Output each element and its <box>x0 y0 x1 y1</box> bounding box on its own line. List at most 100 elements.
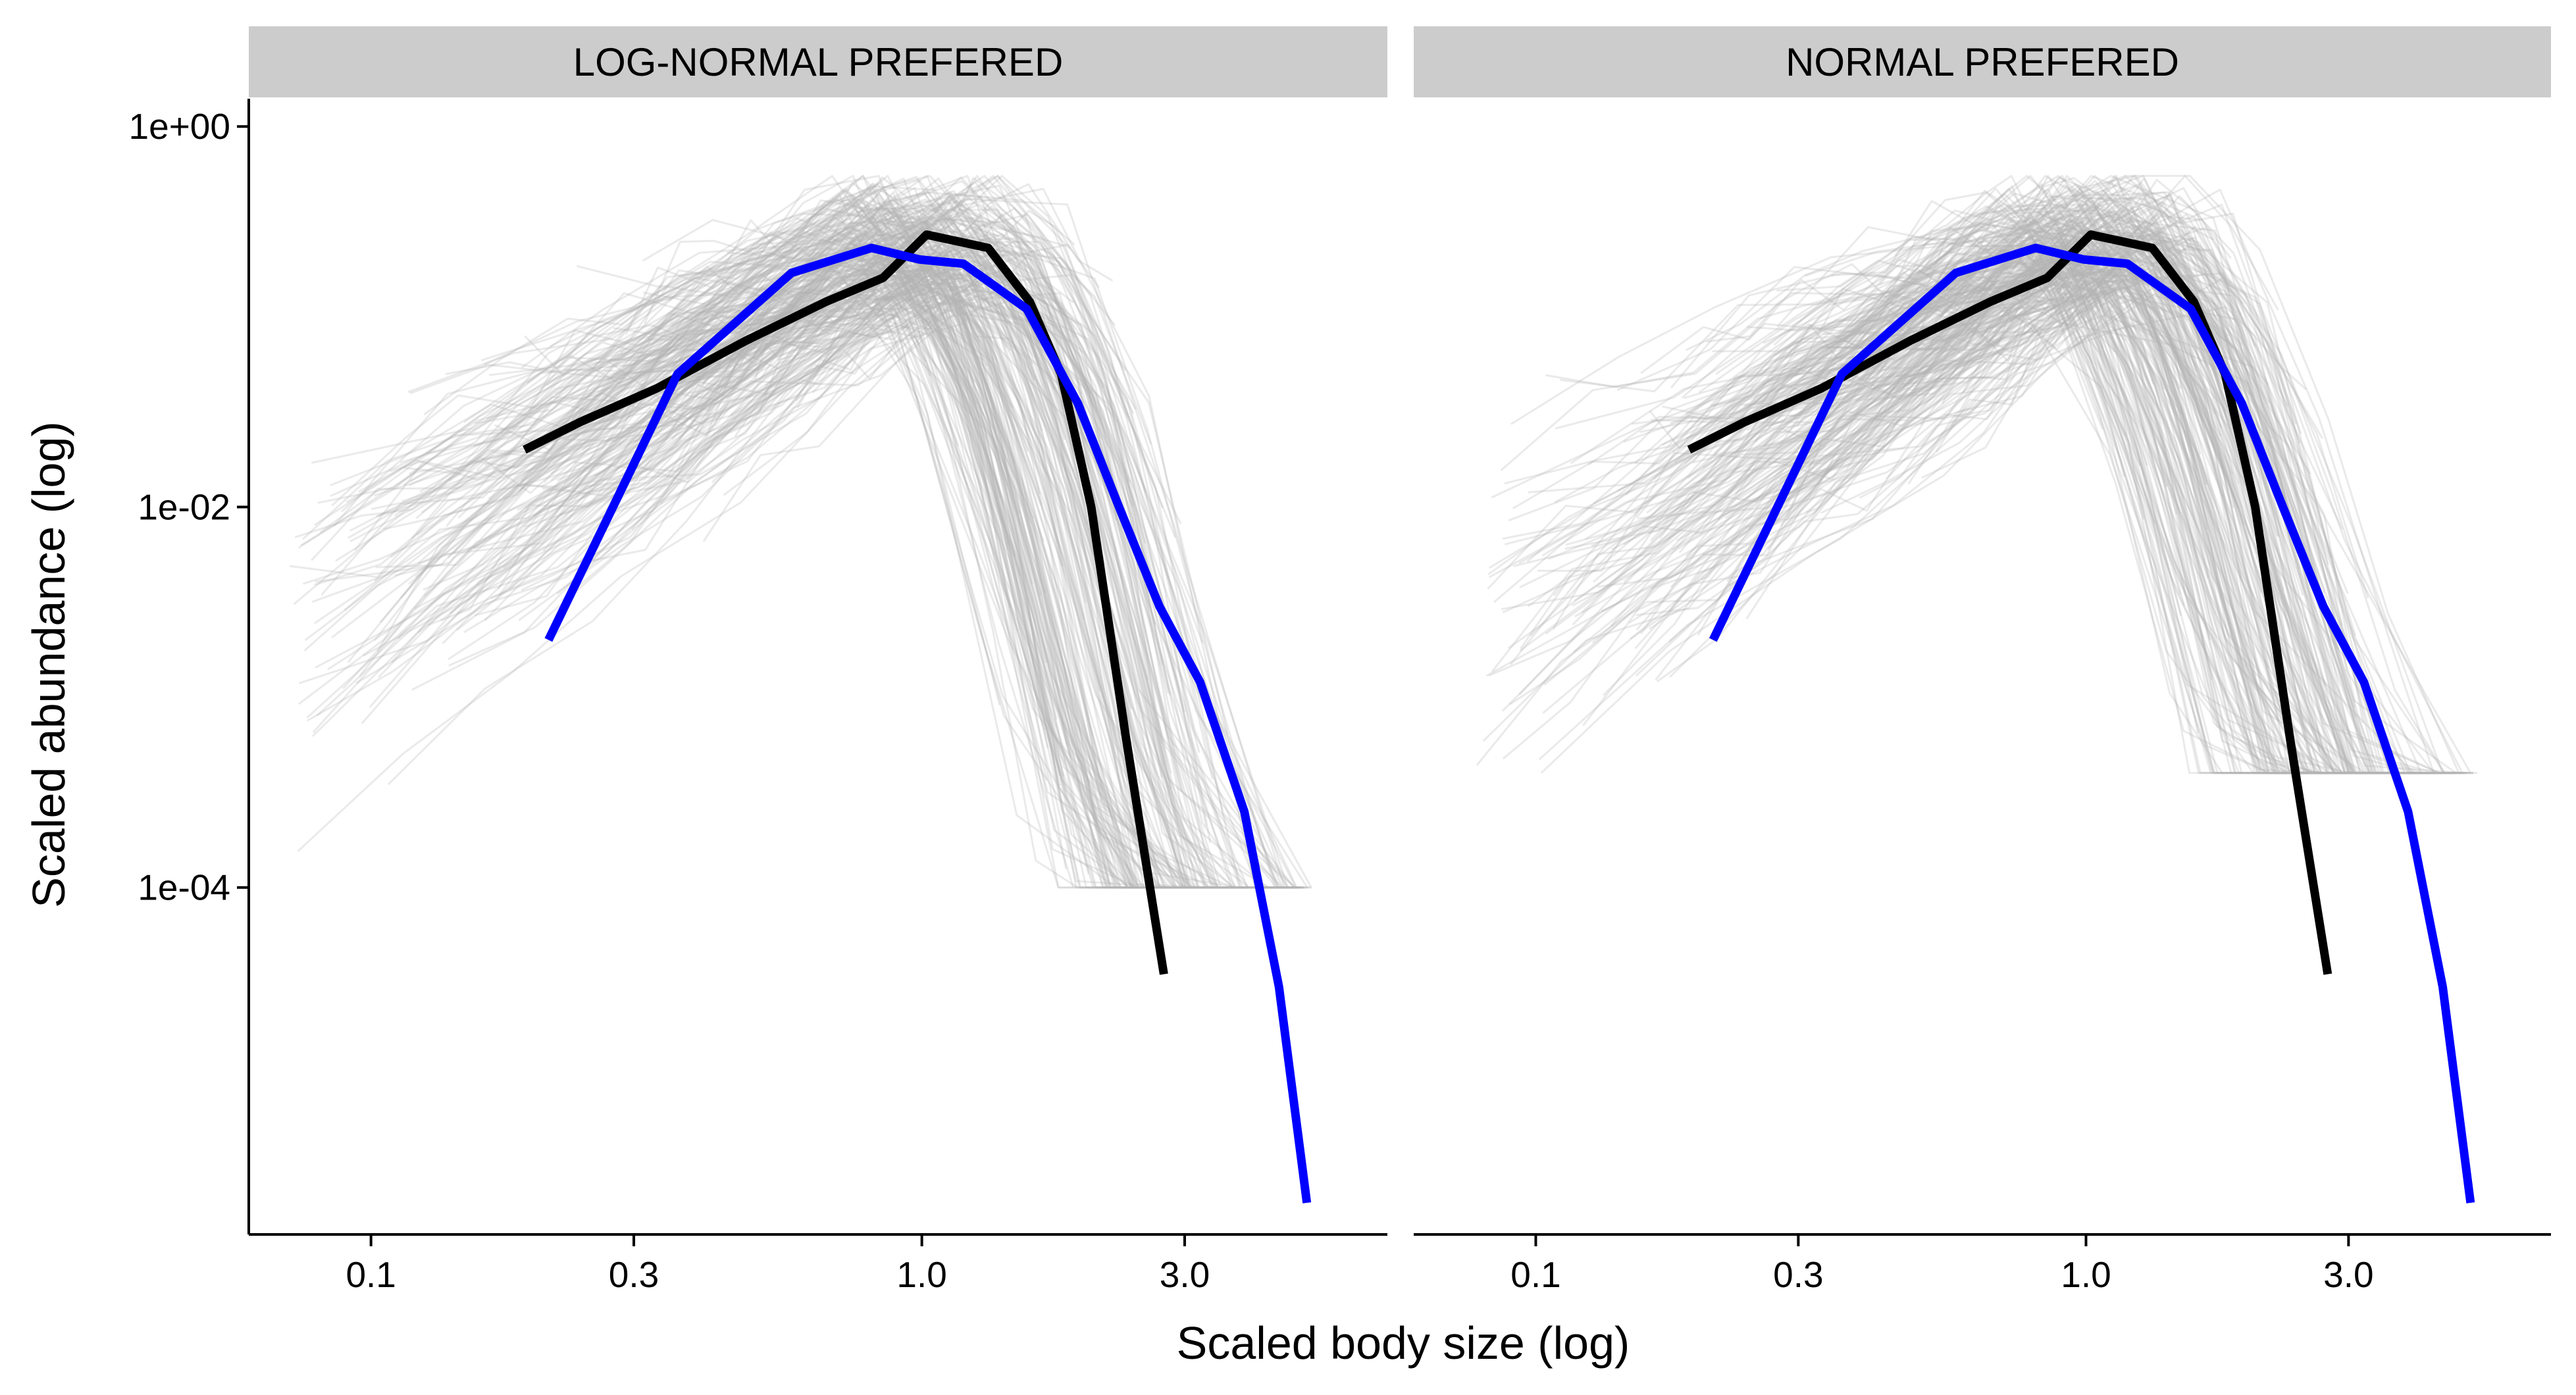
background-series-line <box>347 283 1210 889</box>
background-series-line <box>1736 271 2423 774</box>
background-series-line <box>1664 216 2130 517</box>
background-series-line <box>1715 209 2277 773</box>
background-series-line <box>699 195 1200 753</box>
background-series-line <box>571 208 1109 888</box>
background-series-line <box>1859 291 2379 774</box>
background-series-line <box>407 236 1303 889</box>
x-tick-label: 3.0 <box>2323 1254 2373 1295</box>
background-series-line <box>1631 279 2234 531</box>
background-series-line <box>628 230 1160 889</box>
background-series-line <box>533 257 1175 888</box>
background-series-line <box>1851 190 2350 774</box>
background-series-line <box>1509 246 2323 774</box>
background-series-line <box>1672 229 2297 774</box>
background-series-line <box>542 245 1181 889</box>
background-series-line <box>1811 266 2223 728</box>
background-series-line <box>713 236 1011 420</box>
background-series-line <box>411 256 1010 539</box>
background-series-line <box>823 235 1249 888</box>
background-series-line <box>1570 188 2463 774</box>
background-series-line <box>1649 272 2360 774</box>
background-series-line <box>647 215 1289 889</box>
background-series-line <box>1489 282 2337 774</box>
background-series-line <box>730 207 1130 419</box>
background-series-line <box>1755 243 2283 657</box>
background-series-line <box>1642 255 2179 534</box>
background-series-line <box>414 255 1260 889</box>
background-series-line <box>1630 215 2406 774</box>
background-series-line <box>301 260 1108 888</box>
background-series-line <box>541 263 1058 720</box>
background-series-line <box>1838 193 2178 515</box>
background-series-line <box>1858 223 2289 407</box>
background-series-line <box>313 265 1279 888</box>
x-tick-label: 1.0 <box>2061 1254 2111 1295</box>
background-series-line <box>1888 213 2401 774</box>
background-series-line <box>1564 207 2327 686</box>
background-series-line <box>588 209 1187 888</box>
background-series-line <box>442 301 1206 888</box>
background-series-line <box>1526 193 2304 596</box>
background-series-line <box>1635 324 2373 774</box>
background-series-line <box>1697 230 2440 774</box>
background-series-line <box>704 218 1212 889</box>
background-series-line <box>1582 266 2334 774</box>
background-series-line <box>423 222 1016 557</box>
background-series-line <box>1807 203 2308 774</box>
background-series-line <box>612 205 1290 889</box>
facet-strip-label: NORMAL PREFERED <box>1786 40 2179 84</box>
background-series-line <box>417 230 1212 889</box>
background-series-line <box>733 208 1041 495</box>
background-series-line <box>1573 274 2373 774</box>
background-series-line <box>335 268 1277 889</box>
background-series-line <box>659 232 1029 452</box>
background-series-line <box>344 219 1208 859</box>
background-series-line <box>1684 208 2252 731</box>
background-series-line <box>1880 228 2216 415</box>
background-series-line <box>371 230 1242 889</box>
background-series-line <box>456 188 1256 888</box>
background-series-line <box>297 290 1278 888</box>
background-series-line <box>427 278 984 626</box>
background-series-line <box>1678 203 2409 774</box>
background-series-line <box>1789 223 2369 599</box>
background-series-line <box>1879 184 2155 384</box>
background-series-line <box>1537 192 2211 640</box>
background-series-line <box>375 248 1301 889</box>
background-series-line <box>498 176 1268 888</box>
background-series-line <box>1907 240 2312 485</box>
background-series-line <box>1811 245 2213 680</box>
background-series-line <box>1653 197 2281 774</box>
background-series-line <box>1795 174 2208 377</box>
background-series-line <box>374 220 1126 582</box>
background-series-line <box>1968 278 2457 774</box>
background-series-line <box>1798 231 2250 463</box>
background-series-line <box>577 174 1075 888</box>
background-series-line <box>1519 270 2457 774</box>
background-series-line <box>1852 174 2246 734</box>
background-series-line <box>1746 235 2267 773</box>
background-series-line <box>463 249 1132 888</box>
background-series-line <box>1700 280 2344 580</box>
background-series-line <box>1541 257 2435 774</box>
background-series-line <box>1702 174 2279 557</box>
background-series-line <box>578 222 959 415</box>
background-series-line <box>596 250 1252 889</box>
background-series-line <box>763 174 1146 544</box>
background-series-line <box>530 203 1152 549</box>
background-series-line <box>1616 189 2422 774</box>
background-series-line <box>311 174 1295 888</box>
background-series-line <box>521 227 1195 889</box>
background-series-line <box>1593 174 2123 505</box>
facet-strip-label: LOG-NORMAL PREFERED <box>573 40 1064 84</box>
background-series-line <box>1482 258 2182 742</box>
background-series-line <box>524 197 1103 801</box>
panels: LOG-NORMAL PREFERED 0.1 0.3 1.0 3.0 1e+00 1e-0… <box>129 26 2551 1295</box>
background-series-line <box>1509 252 2376 774</box>
x-tick-label: 0.3 <box>609 1254 659 1295</box>
background-series-line <box>1714 174 2197 454</box>
background-series-line <box>1969 197 2297 425</box>
background-series-line <box>742 232 1177 538</box>
background-series-line <box>297 278 1222 889</box>
background-series-line <box>448 237 1297 888</box>
